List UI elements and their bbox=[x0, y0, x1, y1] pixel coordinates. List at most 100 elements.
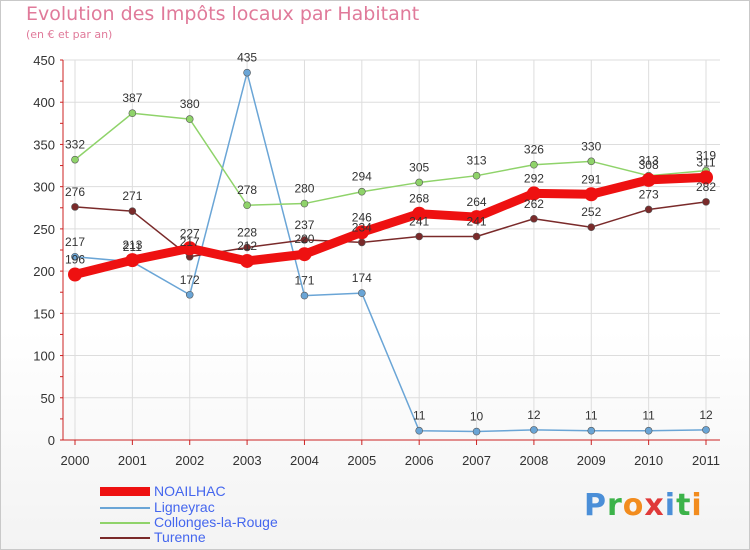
data-point-turenne bbox=[702, 198, 710, 206]
legend-label-collonges: Collonges-la-Rouge bbox=[154, 514, 278, 530]
legend-swatch-ligneyrac bbox=[100, 507, 150, 509]
data-point-collonges-la-rouge bbox=[472, 171, 481, 180]
data-point-turenne bbox=[71, 203, 79, 211]
data-label-noailhac: 227 bbox=[180, 226, 200, 240]
data-point-ligneyrac bbox=[71, 252, 79, 261]
x-tick-label: 2003 bbox=[233, 453, 262, 468]
data-point-noailhac bbox=[641, 172, 656, 187]
data-label-turenne: 252 bbox=[581, 205, 601, 219]
legend-swatch-noailhac bbox=[100, 487, 150, 496]
x-tick-label: 2002 bbox=[175, 453, 204, 468]
data-point-turenne bbox=[243, 243, 251, 252]
data-label-ligneyrac: 11 bbox=[585, 409, 598, 423]
data-label-turenne: 241 bbox=[409, 214, 429, 228]
y-tick-label: 350 bbox=[33, 137, 55, 152]
data-point-noailhac bbox=[469, 210, 484, 225]
data-label-ligneyrac: 171 bbox=[294, 274, 314, 288]
data-label-ligneyrac: 172 bbox=[180, 273, 200, 287]
data-point-noailhac bbox=[354, 225, 369, 240]
data-point-turenne bbox=[472, 232, 481, 241]
data-label-noailhac: 311 bbox=[696, 155, 715, 169]
data-label-noailhac: 196 bbox=[65, 252, 85, 266]
y-tick-label: 100 bbox=[33, 349, 55, 364]
data-point-collonges-la-rouge bbox=[128, 109, 137, 117]
y-tick-label: 250 bbox=[33, 222, 55, 237]
data-point-collonges-la-rouge bbox=[358, 187, 366, 196]
data-label-turenne: 237 bbox=[294, 218, 314, 232]
data-label-ligneyrac: 11 bbox=[413, 409, 426, 423]
x-tick-label: 2000 bbox=[61, 453, 90, 468]
x-tick-label: 2008 bbox=[519, 453, 548, 468]
logo-letter: P bbox=[584, 488, 607, 523]
data-label-noailhac: 308 bbox=[639, 158, 659, 172]
data-point-ligneyrac bbox=[185, 290, 194, 299]
legend-swatch-turenne bbox=[100, 537, 150, 539]
x-tick-label: 2005 bbox=[347, 453, 376, 468]
data-label-noailhac: 220 bbox=[294, 232, 314, 246]
legend-label-turenne: Turenne bbox=[154, 529, 206, 545]
data-label-turenne: 282 bbox=[696, 180, 716, 194]
x-tick-label: 2011 bbox=[692, 453, 720, 468]
data-point-collonges-la-rouge bbox=[185, 115, 194, 123]
data-point-noailhac bbox=[297, 247, 312, 262]
data-label-noailhac: 213 bbox=[122, 238, 142, 252]
data-label-ligneyrac: 217 bbox=[65, 235, 85, 249]
x-tick-label: 2001 bbox=[118, 453, 147, 468]
data-point-noailhac bbox=[125, 253, 140, 268]
data-label-noailhac: 246 bbox=[352, 210, 372, 224]
data-label-collonges-la-rouge: 380 bbox=[180, 97, 200, 111]
data-point-ligneyrac bbox=[300, 291, 309, 300]
data-label-turenne: 234 bbox=[352, 220, 372, 234]
data-point-ligneyrac bbox=[702, 426, 710, 434]
data-point-noailhac bbox=[240, 253, 255, 268]
data-label-turenne: 217 bbox=[180, 235, 200, 249]
x-tick-label: 2007 bbox=[462, 453, 491, 468]
series-line-ligneyrac bbox=[74, 71, 707, 433]
data-label-noailhac: 292 bbox=[524, 171, 544, 185]
data-point-collonges-la-rouge bbox=[300, 199, 309, 208]
data-label-collonges-la-rouge: 313 bbox=[467, 154, 487, 168]
series-line-collonges-la-rouge bbox=[74, 112, 707, 206]
data-point-turenne bbox=[644, 205, 653, 214]
data-point-ligneyrac bbox=[358, 289, 366, 297]
x-tick-label: 2004 bbox=[290, 453, 319, 468]
data-point-ligneyrac bbox=[472, 427, 481, 436]
data-label-collonges-la-rouge: 313 bbox=[639, 154, 659, 168]
data-point-collonges-la-rouge bbox=[71, 155, 79, 164]
data-point-collonges-la-rouge bbox=[587, 157, 596, 166]
logo-letter: i bbox=[691, 488, 703, 523]
data-label-turenne: 241 bbox=[467, 214, 487, 228]
data-label-noailhac: 264 bbox=[467, 195, 487, 209]
data-label-ligneyrac: 11 bbox=[642, 409, 655, 423]
y-tick-label: 300 bbox=[33, 180, 55, 195]
data-label-collonges-la-rouge: 278 bbox=[237, 183, 257, 197]
data-point-collonges-la-rouge bbox=[243, 201, 251, 210]
data-point-ligneyrac bbox=[530, 426, 538, 434]
data-point-turenne bbox=[128, 207, 137, 215]
data-label-ligneyrac: 12 bbox=[699, 408, 713, 422]
x-tick-label: 2009 bbox=[577, 453, 606, 468]
legend-swatch-collonges bbox=[100, 522, 150, 524]
data-label-collonges-la-rouge: 330 bbox=[581, 139, 601, 153]
data-point-turenne bbox=[358, 238, 366, 247]
logo-letter: r bbox=[607, 488, 623, 523]
logo-letter: x bbox=[644, 488, 665, 523]
logo-letter: t bbox=[676, 488, 692, 523]
y-tick-label: 450 bbox=[33, 53, 55, 68]
data-label-collonges-la-rouge: 294 bbox=[352, 170, 372, 184]
data-label-turenne: 276 bbox=[65, 185, 85, 199]
data-label-collonges-la-rouge: 280 bbox=[294, 182, 314, 196]
y-tick-label: 50 bbox=[41, 391, 55, 406]
series-line-noailhac bbox=[70, 172, 711, 279]
x-tick-label: 2010 bbox=[634, 453, 663, 468]
data-label-ligneyrac: 435 bbox=[237, 51, 257, 65]
data-point-noailhac bbox=[182, 241, 197, 256]
y-tick-label: 0 bbox=[48, 433, 55, 448]
x-tick-label: 2006 bbox=[405, 453, 434, 468]
data-label-ligneyrac: 211 bbox=[123, 240, 142, 254]
legend-label-ligneyrac: Ligneyrac bbox=[154, 499, 215, 515]
data-label-collonges-la-rouge: 319 bbox=[696, 149, 716, 163]
data-point-noailhac bbox=[699, 170, 713, 185]
data-point-collonges-la-rouge bbox=[415, 178, 423, 187]
